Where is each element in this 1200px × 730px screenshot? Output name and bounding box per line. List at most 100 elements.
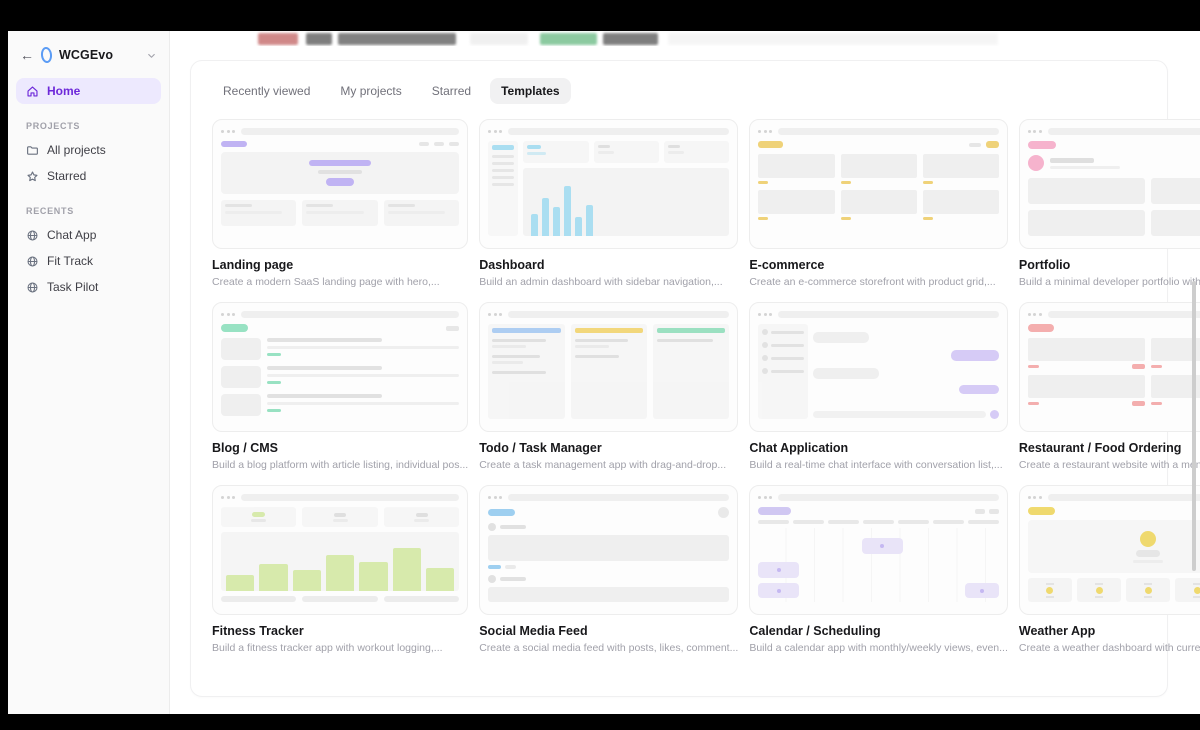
mock-restaurant bbox=[1027, 324, 1200, 419]
tab-starred[interactable]: Starred bbox=[431, 84, 472, 98]
template-description: Create a social media feed with posts, l… bbox=[479, 642, 739, 654]
template-description: Create a weather dashboard with current … bbox=[1018, 642, 1200, 654]
template-title: Chat Application bbox=[749, 441, 849, 455]
template-card-blog-cms[interactable]: Blog / CMS Build a blog platform with ar… bbox=[212, 302, 469, 471]
template-card-chat-application[interactable]: Chat Application Build a real-time chat … bbox=[749, 302, 1008, 471]
templates-panel: Recently viewed My projects Starred Temp… bbox=[190, 60, 1200, 697]
letterbox-top bbox=[0, 0, 1200, 31]
template-description: Create a task management app with drag-a… bbox=[479, 459, 727, 471]
browser-chrome bbox=[758, 494, 999, 501]
browser-chrome bbox=[221, 128, 460, 135]
template-thumbnail bbox=[749, 302, 1008, 432]
sidebar-item-label: Home bbox=[47, 84, 81, 98]
sidebar-item-label: Chat App bbox=[47, 228, 97, 242]
browser-chrome bbox=[1027, 494, 1200, 501]
template-description: Build a minimal developer portfolio with… bbox=[1018, 276, 1200, 288]
sidebar-item-label: All projects bbox=[47, 143, 106, 157]
template-title: Portfolio bbox=[1018, 258, 1071, 272]
template-card-calendar-scheduling[interactable]: Calendar / Scheduling Build a calendar a… bbox=[749, 485, 1008, 654]
template-thumbnail bbox=[1018, 485, 1200, 615]
tab-templates[interactable]: Templates bbox=[490, 78, 571, 104]
tab-recently-viewed[interactable]: Recently viewed bbox=[223, 84, 311, 98]
workspace-chevron-down-icon[interactable] bbox=[146, 50, 157, 61]
template-title: Todo / Task Manager bbox=[479, 441, 602, 455]
template-description: Build a calendar app with monthly/weekly… bbox=[749, 642, 1008, 654]
template-card-weather-app[interactable]: Weather App Create a weather dashboard w… bbox=[1018, 485, 1200, 654]
template-title: E-commerce bbox=[749, 258, 825, 272]
home-icon bbox=[27, 85, 38, 97]
template-card-landing-page[interactable]: Landing page Create a modern SaaS landin… bbox=[212, 119, 469, 288]
mock-social bbox=[488, 507, 730, 602]
template-description: Build a fitness tracker app with workout… bbox=[212, 642, 443, 654]
browser-chrome bbox=[758, 311, 999, 318]
letterbox-bottom bbox=[0, 714, 1200, 730]
browser-chrome bbox=[221, 311, 460, 318]
sidebar: ← WCGEvo Home Projects All projects Star… bbox=[8, 31, 170, 714]
sidebar-item-label: Starred bbox=[47, 169, 87, 183]
globe-icon bbox=[27, 230, 38, 240]
template-description: Build an admin dashboard with sidebar na… bbox=[479, 276, 723, 288]
sidebar-section-projects: Projects bbox=[26, 121, 81, 131]
mock-portfolio bbox=[1027, 141, 1200, 236]
tab-my-projects[interactable]: My projects bbox=[340, 84, 402, 98]
mock-landing bbox=[221, 141, 460, 236]
template-thumbnail bbox=[749, 119, 1008, 249]
mock-ecommerce bbox=[758, 141, 999, 236]
template-card-dashboard[interactable]: Dashboard Build an admin dashboard with … bbox=[479, 119, 739, 288]
template-thumbnail bbox=[749, 485, 1008, 615]
template-thumbnail bbox=[1018, 302, 1200, 432]
sidebar-item-home[interactable]: Home bbox=[16, 78, 161, 104]
template-title: Social Media Feed bbox=[479, 624, 588, 638]
template-title: Restaurant / Food Ordering bbox=[1018, 441, 1182, 455]
vertical-scrollbar[interactable] bbox=[1192, 281, 1196, 571]
template-card-portfolio[interactable]: Portfolio Build a minimal developer port… bbox=[1018, 119, 1200, 288]
app-logo-icon bbox=[40, 46, 53, 64]
template-card-ecommerce[interactable]: E-commerce Create an e-commerce storefro… bbox=[749, 119, 1008, 288]
letterbox-left bbox=[0, 0, 8, 730]
template-description: Build a real-time chat interface with co… bbox=[749, 459, 1003, 471]
template-thumbnail bbox=[212, 302, 469, 432]
mock-fitness bbox=[221, 507, 460, 602]
browser-chrome bbox=[1027, 128, 1200, 135]
template-title: Calendar / Scheduling bbox=[749, 624, 881, 638]
template-card-fitness-tracker[interactable]: Fitness Tracker Build a fitness tracker … bbox=[212, 485, 469, 654]
folder-icon bbox=[27, 145, 38, 155]
template-description: Build a blog platform with article listi… bbox=[212, 459, 469, 471]
template-description: Create a modern SaaS landing page with h… bbox=[212, 276, 440, 288]
template-thumbnail bbox=[479, 485, 739, 615]
sidebar-item-label: Task Pilot bbox=[47, 280, 99, 294]
globe-icon bbox=[27, 256, 38, 266]
browser-chrome bbox=[758, 128, 999, 135]
template-thumbnail bbox=[212, 485, 469, 615]
browser-chrome bbox=[488, 128, 730, 135]
template-thumbnail bbox=[479, 119, 739, 249]
sidebar-item-all-projects[interactable]: All projects bbox=[16, 137, 161, 163]
back-arrow-icon[interactable]: ← bbox=[20, 47, 34, 63]
browser-chrome bbox=[221, 494, 460, 501]
template-thumbnail bbox=[479, 302, 739, 432]
scrolled-content-fragments bbox=[170, 31, 1200, 46]
template-card-todo-task-manager[interactable]: Todo / Task Manager Create a task manage… bbox=[479, 302, 739, 471]
star-icon bbox=[27, 170, 38, 181]
tab-bar: Recently viewed My projects Starred Temp… bbox=[212, 78, 1167, 104]
browser-chrome bbox=[488, 494, 730, 501]
mock-weather bbox=[1027, 507, 1200, 602]
template-thumbnail bbox=[212, 119, 469, 249]
sidebar-item-chat-app[interactable]: Chat App bbox=[16, 222, 161, 248]
template-title: Weather App bbox=[1018, 624, 1096, 638]
sidebar-item-fit-track[interactable]: Fit Track bbox=[16, 248, 161, 274]
sidebar-item-task-pilot[interactable]: Task Pilot bbox=[16, 274, 161, 300]
mock-calendar bbox=[758, 507, 999, 602]
mock-blog bbox=[221, 324, 460, 419]
main-content: Recently viewed My projects Starred Temp… bbox=[170, 31, 1200, 714]
template-title: Blog / CMS bbox=[212, 441, 278, 455]
browser-chrome bbox=[1027, 311, 1200, 318]
app-name: WCGEvo bbox=[59, 48, 114, 62]
template-card-restaurant[interactable]: Restaurant / Food Ordering Create a rest… bbox=[1018, 302, 1200, 471]
template-title: Landing page bbox=[212, 258, 294, 272]
sidebar-section-recents: Recents bbox=[26, 206, 74, 216]
sidebar-header: ← WCGEvo bbox=[20, 44, 157, 66]
template-card-social-media-feed[interactable]: Social Media Feed Create a social media … bbox=[479, 485, 739, 654]
mock-dashboard bbox=[488, 141, 730, 236]
sidebar-item-starred[interactable]: Starred bbox=[16, 163, 161, 189]
